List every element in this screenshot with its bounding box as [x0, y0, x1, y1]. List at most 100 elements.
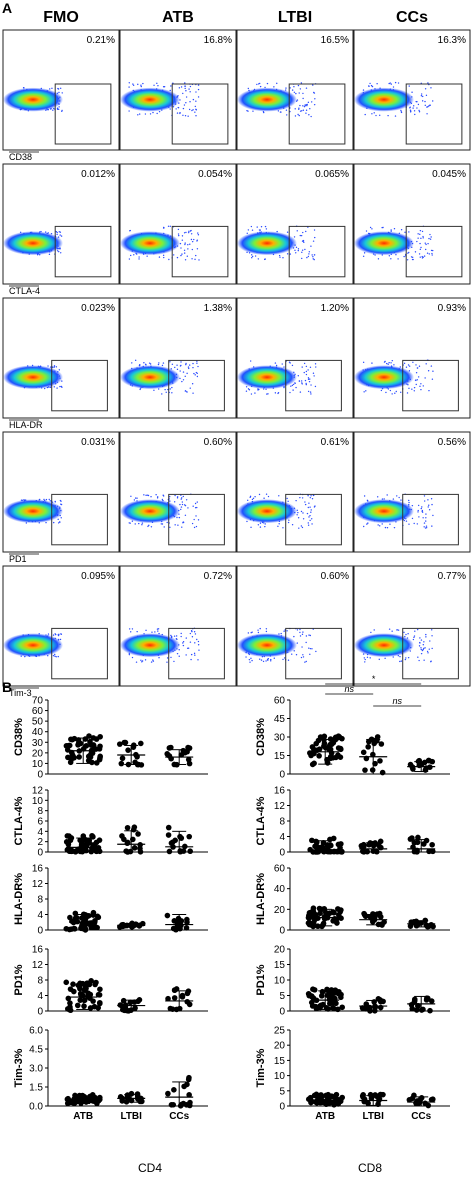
event-dot [158, 256, 161, 258]
event-dot [311, 254, 313, 256]
event-dot [387, 114, 389, 117]
flow-plot-tim-3-atb: 0.72% [119, 565, 237, 687]
event-dot [248, 389, 251, 391]
event-dot [388, 628, 391, 630]
event-dot [305, 383, 307, 386]
event-dot [287, 659, 290, 661]
data-point [369, 767, 376, 773]
event-dot [399, 655, 401, 658]
event-dot [297, 249, 299, 252]
y-tick-label: 6.0 [29, 1026, 43, 1037]
event-dot [185, 363, 187, 366]
event-dot [305, 370, 308, 373]
event-dot [312, 494, 315, 496]
event-dot [128, 110, 130, 112]
event-dot [194, 111, 196, 113]
event-dot [428, 509, 431, 511]
flow-plot-frame [353, 431, 471, 553]
gate-percent: 0.21% [87, 35, 115, 46]
flow-plot-frame [119, 163, 237, 285]
data-point [165, 995, 171, 1002]
gate-percent: 0.60% [204, 437, 232, 448]
event-dot [299, 628, 301, 631]
event-dot [134, 523, 136, 525]
event-dot [305, 109, 308, 111]
event-dot [296, 629, 299, 631]
data-point [91, 1003, 98, 1010]
event-dot [183, 249, 186, 251]
event-dot [411, 504, 414, 507]
event-dot [389, 82, 391, 84]
event-dot [180, 506, 183, 508]
event-dot [128, 258, 131, 260]
event-dot [423, 526, 425, 528]
event-dot [305, 382, 307, 385]
event-dot [185, 231, 187, 234]
event-dot [183, 252, 186, 254]
event-dot [182, 379, 185, 381]
event-dot [278, 523, 280, 525]
data-point [335, 906, 341, 912]
event-dot [266, 658, 269, 661]
event-dot [58, 250, 60, 253]
event-dot [416, 523, 419, 525]
event-dot [363, 391, 365, 393]
event-dot [179, 242, 182, 245]
event-dot [182, 640, 185, 643]
event-dot [407, 633, 409, 635]
event-dot [310, 384, 312, 386]
event-dot [369, 657, 371, 659]
event-dot [363, 495, 366, 497]
event-dot [148, 524, 150, 527]
event-dot [257, 631, 260, 634]
event-dot [146, 255, 148, 257]
event-dot [413, 386, 416, 389]
event-dot [251, 255, 254, 258]
event-dot [417, 103, 420, 106]
data-point [313, 1091, 320, 1098]
event-dot [250, 526, 252, 529]
event-dot [425, 636, 427, 638]
event-dot [161, 523, 164, 525]
event-dot [181, 497, 183, 499]
event-dot [176, 516, 178, 519]
event-dot [416, 379, 418, 381]
event-dot [404, 231, 406, 233]
data-point [408, 1001, 415, 1008]
data-point [70, 848, 76, 854]
event-dot [245, 386, 248, 388]
event-dot [315, 366, 317, 368]
event-dot [197, 659, 199, 661]
event-dot [417, 656, 419, 658]
data-point [361, 910, 367, 917]
event-dot [391, 359, 394, 362]
event-dot [409, 109, 412, 111]
event-dot [264, 225, 267, 228]
event-dot [245, 656, 247, 658]
event-dot [307, 522, 309, 524]
event-dot [403, 519, 406, 522]
event-dot [394, 392, 396, 394]
y-axis-label: Tim-3% [13, 1048, 25, 1087]
event-dot [58, 91, 60, 94]
event-dot [385, 391, 387, 394]
data-point [97, 986, 103, 993]
gate-box [405, 83, 463, 145]
data-point [361, 1098, 368, 1105]
flow-plot-cd38-atb: 16.8% [119, 29, 237, 151]
event-dot [420, 237, 422, 240]
event-dot [313, 92, 316, 94]
event-dot [194, 642, 196, 644]
flow-plot-frame [2, 297, 120, 419]
event-dot [294, 115, 297, 117]
data-point [72, 925, 78, 932]
event-dot [138, 258, 140, 260]
event-dot [308, 251, 311, 253]
data-point [428, 998, 435, 1004]
event-dot [427, 370, 430, 372]
data-point [429, 841, 435, 848]
event-dot [314, 236, 316, 239]
data-point [324, 760, 331, 766]
event-dot [52, 109, 54, 111]
event-dot [54, 501, 56, 503]
